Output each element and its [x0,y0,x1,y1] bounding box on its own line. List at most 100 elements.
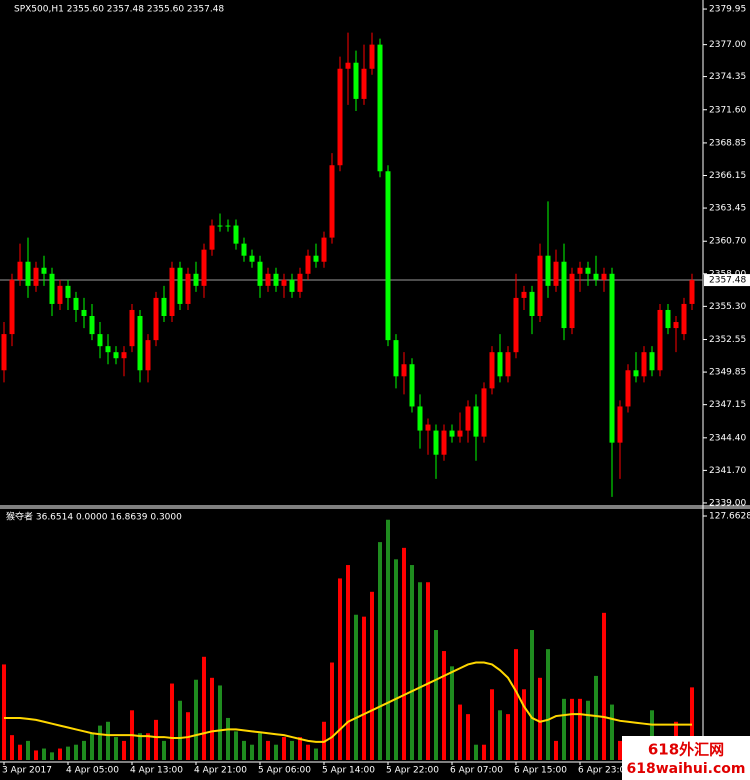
candle-body [265,273,271,286]
candle-body [89,316,95,335]
candle-body [17,261,23,280]
y-tick-label: 127.6628 [709,512,750,522]
indicator-bar [466,714,470,760]
y-tick-label: 2344.40 [709,433,746,443]
candle-body [513,297,519,353]
indicator-bar [586,700,590,760]
x-tick-label: 3 Apr 2017 [2,766,52,776]
candle-body [345,62,351,69]
x-tick-label: 6 Apr 07:00 [450,766,503,776]
candle-body [289,279,295,292]
candle-body [305,255,311,274]
candle-body [313,255,319,262]
indicator-bar [202,656,206,760]
indicator-bar [26,740,30,760]
watermark-box [622,736,750,780]
candle-body [465,406,471,431]
indicator-bar [546,649,550,760]
x-tick-label: 4 Apr 13:00 [130,766,183,776]
y-tick-label: 2355.30 [709,302,746,312]
indicator-bar [538,677,542,760]
indicator-bar [434,630,438,760]
indicator-bar [90,733,94,760]
x-tick-label: 4 Apr 05:00 [66,766,119,776]
indicator-bar [250,744,254,760]
candle-body [321,237,327,262]
candle-body [217,225,223,227]
last-price-box [704,274,750,287]
candle-body [409,364,415,407]
candle-body [601,273,607,280]
indicator-bar [82,740,86,760]
candle-body [137,316,143,371]
indicator-bar [258,733,262,760]
indicator-bar [450,666,454,760]
indicator-bar [138,733,142,760]
candle-body [425,424,431,431]
indicator-bar [482,744,486,760]
y-tick-label: 2377.00 [709,40,746,50]
indicator-bar [298,737,302,760]
candle-body [113,352,119,359]
indicator-bar [290,740,294,760]
candle-body [233,225,239,244]
indicator-bar [362,616,366,760]
indicator-bar [282,737,286,760]
candle-body [625,370,631,407]
indicator-bar [386,519,390,760]
indicator-bar [394,559,398,760]
indicator-bar [458,704,462,760]
candle-body [49,273,55,304]
candle-body [297,273,303,292]
indicator-bar [570,698,574,760]
candle-body [433,430,439,455]
candle-body [329,165,335,238]
candle-body [377,44,383,172]
candle-body [649,352,655,371]
candle-body [177,267,183,304]
indicator-bar [594,675,598,760]
indicator-bar [618,740,622,760]
indicator-bar [378,542,382,760]
y-tick-label: 2371.60 [709,105,746,115]
candle-body [385,171,391,341]
candle-body [641,352,647,377]
indicator-bar [274,744,278,760]
y-tick-label: 2366.15 [709,171,746,181]
indicator-bar [330,662,334,760]
indicator-bar [554,740,558,760]
candle-body [257,261,263,286]
candle-body [577,267,583,274]
candle-body [553,261,559,286]
candle-body [273,273,279,286]
candle-body [161,297,167,317]
candle-body [537,255,543,317]
candle-body [585,267,591,274]
indicator-bar [498,710,502,760]
indicator-bar [178,700,182,760]
indicator-bar [146,733,150,760]
candle-body [681,303,687,335]
indicator-bar [162,740,166,760]
candle-body [169,267,175,317]
indicator-bar [610,704,614,760]
candle-body [521,291,527,298]
indicator-bar [242,740,246,760]
y-tick-label: 2347.15 [709,400,746,410]
indicator-bar [306,744,310,760]
indicator-bar [266,740,270,760]
indicator-bar [402,547,406,760]
indicator-bar [74,744,78,760]
candle-body [1,334,7,371]
indicator-title: 猴夺者 36.6514 0.0000 16.8639 0.3000 [6,511,182,523]
candle-body [41,267,47,274]
candle-body [489,352,495,389]
candle-body [609,273,615,443]
candle-body [369,44,375,69]
candle-body [449,430,455,437]
indicator-bar [2,664,6,760]
candle-body [529,291,535,317]
candle-body [689,280,695,304]
indicator-bar [66,746,70,760]
